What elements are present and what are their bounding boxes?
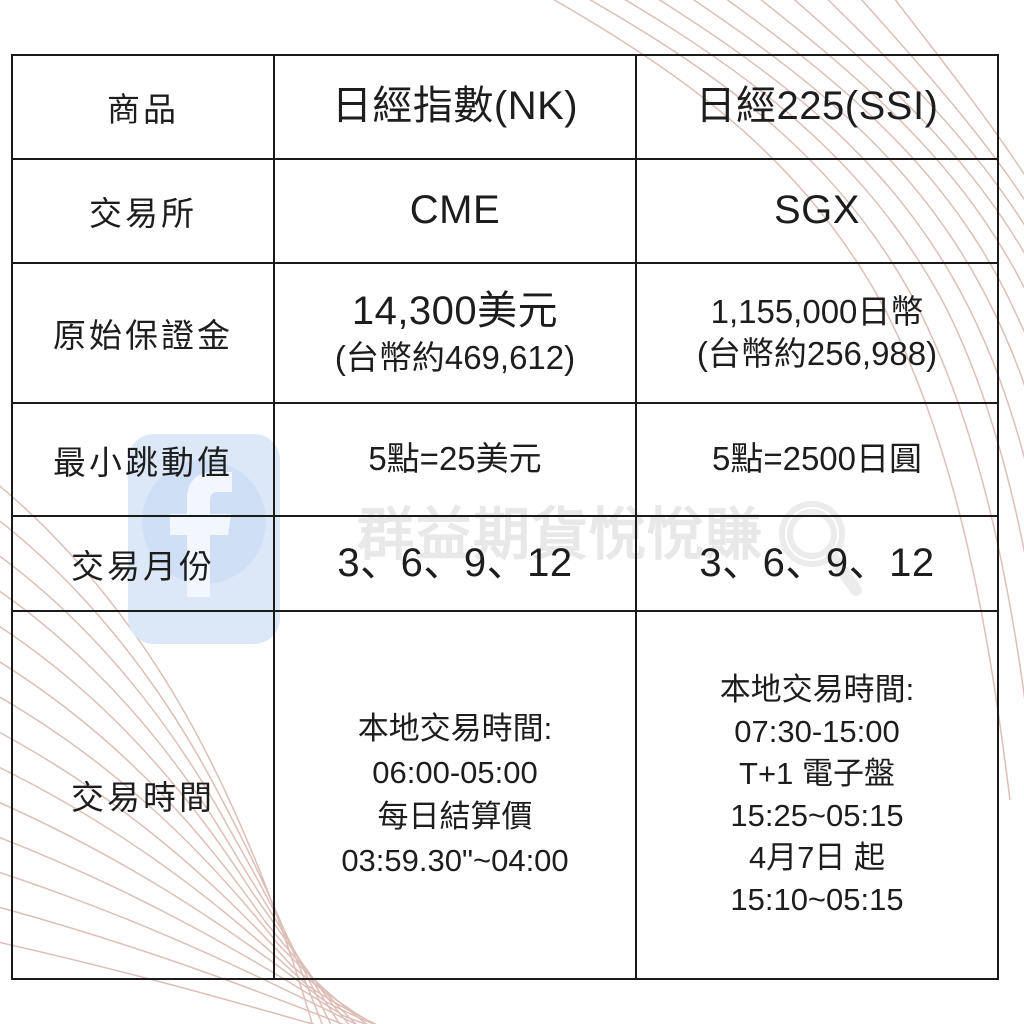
futures-comparison-table: 商品 日經指數(NK) 日經225(SSI) 交易所 CME SGX 原始保證金… xyxy=(11,54,999,980)
cell-tick-value-sgx: 5點=2500日圓 xyxy=(635,402,999,517)
sgx-hours-line: 4月7日 起 xyxy=(748,840,886,876)
cme-hours-line: 06:00-05:00 xyxy=(372,754,538,790)
cme-hours-line: 03:59.30"~04:00 xyxy=(341,843,569,879)
table-row-tick-value: 最小跳動值 5點=25美元 5點=2500日圓 xyxy=(11,402,999,517)
cell-tick-value-cme: 5點=25美元 xyxy=(273,402,637,517)
cell-contract-months-sgx: 3、6、9、12 xyxy=(635,515,999,612)
cell-exchange-sgx: SGX xyxy=(635,158,999,264)
row-label-contract-months: 交易月份 xyxy=(11,515,275,612)
table-row-initial-margin: 原始保證金 14,300美元 (台幣約469,612) 1,155,000日幣 … xyxy=(11,262,999,404)
sgx-hours-line: 07:30-15:00 xyxy=(734,713,900,749)
sgx-hours-line: T+1 電子盤 xyxy=(739,755,895,791)
sgx-hours-line: 15:10~05:15 xyxy=(730,882,904,918)
margin-cme-amount: 14,300美元 xyxy=(351,289,559,334)
margin-sgx-twd: (台幣約256,988) xyxy=(696,335,938,372)
cme-hours-line: 每日結算價 xyxy=(377,799,533,834)
cell-contract-months-cme: 3、6、9、12 xyxy=(273,515,637,612)
sgx-hours-line: 本地交易時間: xyxy=(719,671,915,707)
row-label-product: 商品 xyxy=(11,54,275,160)
cell-initial-margin-sgx: 1,155,000日幣 (台幣約256,988) xyxy=(635,262,999,404)
sgx-hours-line: 15:25~05:15 xyxy=(730,798,904,833)
margin-sgx-amount: 1,155,000日幣 xyxy=(710,292,924,330)
row-label-tick-value: 最小跳動值 xyxy=(11,402,275,517)
row-label-trading-hours: 交易時間 xyxy=(11,610,275,980)
row-label-initial-margin: 原始保證金 xyxy=(11,262,275,404)
cell-trading-hours-sgx: 本地交易時間: 07:30-15:00 T+1 電子盤 15:25~05:15 … xyxy=(635,610,999,980)
cell-initial-margin-cme: 14,300美元 (台幣約469,612) xyxy=(273,262,637,404)
table-row-trading-hours: 交易時間 本地交易時間: 06:00-05:00 每日結算價 03:59.30"… xyxy=(11,610,999,980)
cell-exchange-cme: CME xyxy=(273,158,637,264)
table-row-product: 商品 日經指數(NK) 日經225(SSI) xyxy=(11,54,999,160)
table-row-contract-months: 交易月份 3、6、9、12 3、6、9、12 xyxy=(11,515,999,612)
comparison-table-wrapper: 商品 日經指數(NK) 日經225(SSI) 交易所 CME SGX 原始保證金… xyxy=(11,54,999,980)
row-label-exchange: 交易所 xyxy=(11,158,275,264)
cell-product-cme: 日經指數(NK) xyxy=(273,54,637,160)
margin-cme-twd: (台幣約469,612) xyxy=(334,339,576,377)
cell-product-sgx: 日經225(SSI) xyxy=(635,54,999,160)
cme-hours-line: 本地交易時間: xyxy=(357,710,553,746)
cell-trading-hours-cme: 本地交易時間: 06:00-05:00 每日結算價 03:59.30"~04:0… xyxy=(273,610,637,980)
table-row-exchange: 交易所 CME SGX xyxy=(11,158,999,264)
